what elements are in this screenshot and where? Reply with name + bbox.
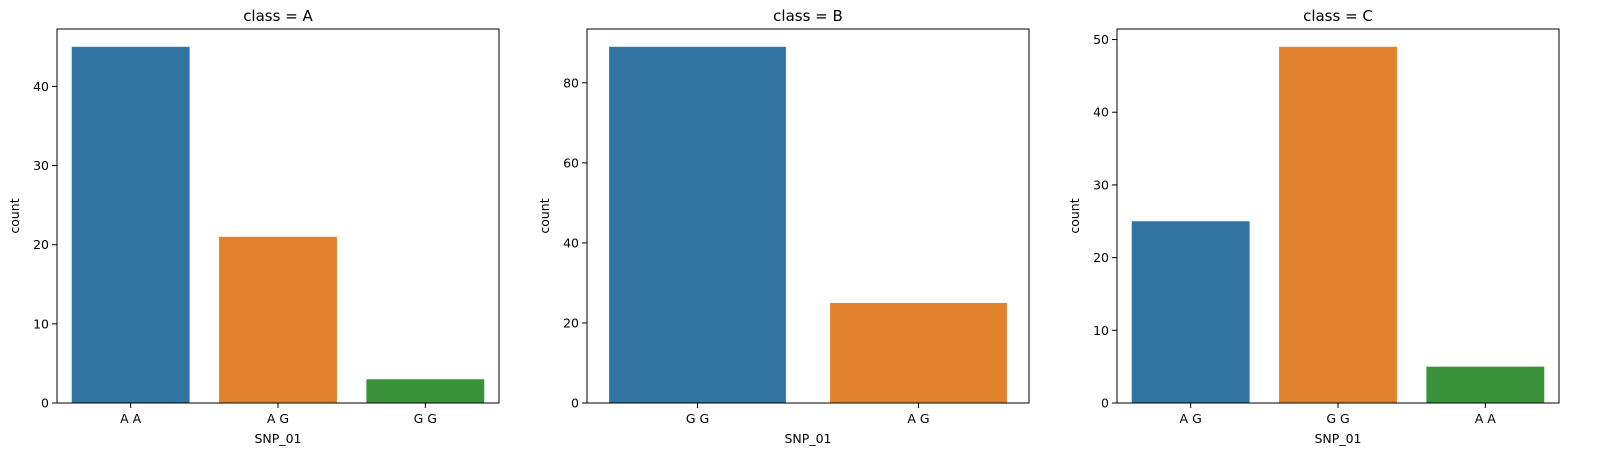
y-tick-label: 40: [1093, 105, 1109, 120]
y-tick-label: 50: [1093, 32, 1109, 47]
y-tick-label: 30: [33, 158, 49, 173]
subplot-1: 0 10 20 30 40 A A A G G G class = A SNP_01 count: [7, 7, 500, 446]
subplot-title: class = C: [1303, 7, 1373, 25]
x-tick-label: A G: [1180, 411, 1202, 426]
y-tick-label: 10: [1093, 323, 1109, 338]
y-tick-label: 40: [33, 79, 49, 94]
bar-aa: [1426, 366, 1545, 403]
x-tick-label: A A: [120, 411, 142, 426]
y-tick-label: 0: [571, 396, 579, 411]
y-tick-label: 40: [563, 235, 579, 250]
subplot-3: 0 10 20 30 40 50 A G G G A A class = C SNP_01 count: [1067, 7, 1560, 446]
y-tick-label: 20: [1093, 250, 1109, 265]
x-tick-label: G G: [414, 411, 437, 426]
bar-gg: [1279, 46, 1397, 404]
y-tick-label: 60: [563, 155, 579, 170]
x-tick-label: A G: [907, 411, 929, 426]
y-axis-label: count: [1067, 198, 1082, 233]
x-tick-label: A G: [267, 411, 289, 426]
axes-frame: [586, 28, 1030, 404]
y-axis-label: count: [7, 198, 22, 233]
bar-ag: [1131, 221, 1250, 403]
y-tick-label: 10: [33, 316, 49, 331]
y-tick-label: 30: [1093, 177, 1109, 192]
y-tick-label: 80: [563, 75, 579, 90]
x-axis-label: SNP_01: [785, 431, 832, 446]
y-tick-label: 20: [33, 237, 49, 252]
x-tick-label: G G: [686, 411, 709, 426]
subplot-title: class = B: [773, 7, 843, 25]
x-axis-label: SNP_01: [1315, 431, 1362, 446]
bar-ag: [830, 302, 1007, 403]
x-tick-label: A A: [1475, 411, 1497, 426]
bar-gg: [609, 46, 786, 404]
y-axis-label: count: [537, 198, 552, 233]
y-tick-label: 20: [563, 315, 579, 330]
bar-aa: [71, 46, 190, 404]
y-tick-label: 0: [1101, 396, 1109, 411]
bar-ag: [219, 236, 337, 403]
y-tick-label: 0: [41, 396, 49, 411]
subplot-title: class = A: [243, 7, 313, 25]
subplot-2: 0 20 40 60 80 G G A G class = B SNP_01 count: [537, 7, 1030, 446]
x-axis-label: SNP_01: [255, 431, 302, 446]
bar-gg: [366, 379, 485, 403]
x-tick-label: G G: [1326, 411, 1349, 426]
